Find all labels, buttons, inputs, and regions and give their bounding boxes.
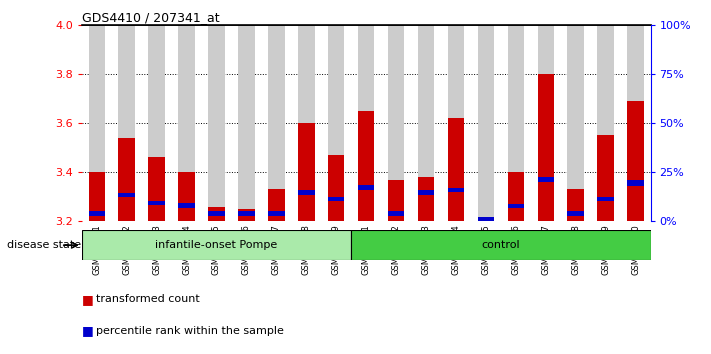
Bar (119, 138, 135, 221)
Bar (508, 25, 524, 221)
Bar (478, 25, 494, 221)
Text: transformed count: transformed count (96, 294, 200, 304)
Bar (538, 74, 554, 221)
Text: disease state: disease state (7, 240, 81, 250)
Bar (208, 206, 225, 221)
Text: GDS4410 / 207341_at: GDS4410 / 207341_at (82, 11, 220, 24)
Bar (268, 189, 284, 221)
Text: percentile rank within the sample: percentile rank within the sample (96, 326, 284, 336)
Bar (418, 190, 434, 195)
Bar (88, 25, 105, 221)
Bar (298, 25, 314, 221)
Bar (119, 25, 135, 221)
Bar (238, 211, 255, 216)
Bar (178, 203, 195, 208)
Bar (567, 189, 584, 221)
Bar (178, 25, 195, 221)
Bar (597, 197, 614, 201)
Bar (149, 201, 165, 205)
Bar (538, 177, 554, 182)
Bar (149, 25, 165, 221)
Bar (448, 25, 464, 221)
Bar (508, 204, 524, 209)
Bar (178, 172, 195, 221)
Text: control: control (481, 240, 520, 250)
Bar (418, 25, 434, 221)
Bar (351, 230, 651, 260)
Bar (418, 177, 434, 221)
Bar (567, 25, 584, 221)
Bar (388, 179, 405, 221)
Bar (358, 25, 375, 221)
Bar (298, 190, 314, 195)
Bar (119, 193, 135, 197)
Bar (627, 101, 644, 221)
Bar (328, 197, 344, 201)
Bar (358, 185, 375, 190)
Bar (567, 211, 584, 216)
Bar (478, 219, 494, 221)
Bar (208, 25, 225, 221)
Bar (508, 172, 524, 221)
Bar (88, 172, 105, 221)
Bar (448, 188, 464, 192)
Bar (208, 211, 225, 216)
Bar (627, 180, 644, 185)
Bar (149, 158, 165, 221)
Bar (388, 211, 405, 216)
Bar (88, 211, 105, 216)
Bar (538, 25, 554, 221)
Bar (238, 209, 255, 221)
Bar (597, 135, 614, 221)
Bar (298, 123, 314, 221)
Bar (238, 25, 255, 221)
Bar (358, 111, 375, 221)
Bar (388, 25, 405, 221)
Bar (268, 211, 284, 216)
Bar (627, 25, 644, 221)
Bar (478, 217, 494, 221)
Bar (597, 25, 614, 221)
Bar (268, 25, 284, 221)
Text: ■: ■ (82, 325, 94, 337)
Bar (82, 230, 351, 260)
Text: ■: ■ (82, 293, 94, 306)
Bar (328, 25, 344, 221)
Bar (328, 155, 344, 221)
Bar (448, 118, 464, 221)
Text: infantile-onset Pompe: infantile-onset Pompe (156, 240, 277, 250)
